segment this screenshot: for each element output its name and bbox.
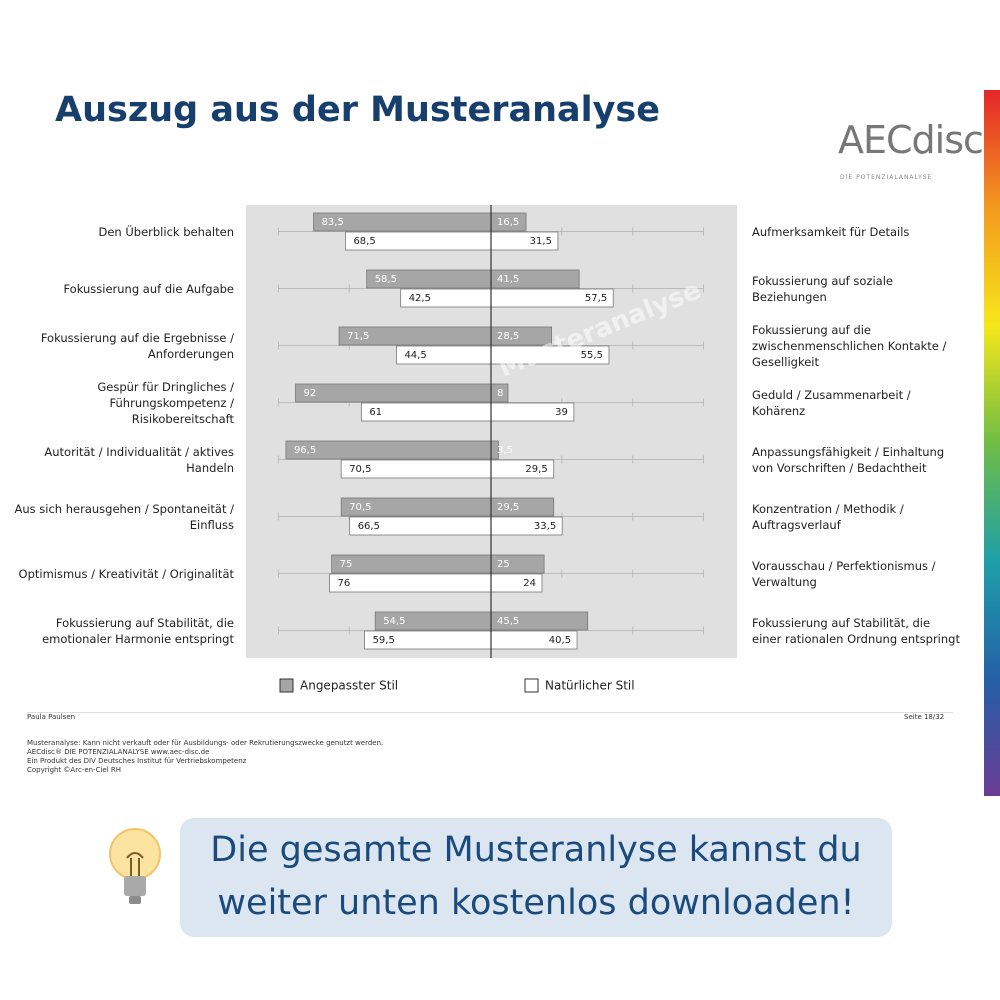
value-label: 42,5 xyxy=(409,293,431,304)
category-label-right: Fokussierung auf soziale Beziehungen xyxy=(752,273,893,304)
category-label: Autorität / Individualität / aktives Han… xyxy=(44,444,234,475)
category-label: Optimismus / Kreativität / Originalität xyxy=(18,566,234,581)
bar-left xyxy=(285,440,492,460)
bar-left xyxy=(331,554,492,574)
value-label: 8 xyxy=(497,388,503,399)
category-label: Fokussierung auf die Aufgabe xyxy=(63,281,234,296)
footer-note: Musteranalyse: Kann nicht verkauft oder … xyxy=(27,739,384,747)
category-label-right: Geduld / Zusammenarbeit / Kohärenz xyxy=(752,387,911,418)
category-label: Fokussierung auf die Ergebnisse / Anford… xyxy=(40,330,234,361)
value-label: 16,5 xyxy=(497,217,519,228)
footer-page: Seite 18/32 xyxy=(904,713,945,721)
callout-text: Die gesamte Musteranlyse kannst du weite… xyxy=(210,830,862,923)
lightbulb-icon xyxy=(109,828,161,904)
category-label-right: Fokussierung auf die zwischenmenschliche… xyxy=(752,322,947,369)
legend-swatch xyxy=(279,678,294,693)
logo: AECdisc xyxy=(838,118,984,162)
value-label: 40,5 xyxy=(549,635,571,646)
value-label: 33,5 xyxy=(534,521,556,532)
value-label: 70,5 xyxy=(349,502,371,513)
footer-notes: Musteranalyse: Kann nicht verkauft oder … xyxy=(27,739,383,775)
footer-note: Ein Produkt des DIV Deutsches Institut f… xyxy=(27,757,247,765)
value-label: 29,5 xyxy=(525,464,547,475)
value-label: 39 xyxy=(555,407,568,418)
value-label: 92 xyxy=(304,388,317,399)
value-label: 58,5 xyxy=(375,274,397,285)
legend-label: Angepasster Stil xyxy=(300,679,398,693)
value-label: 71,5 xyxy=(347,331,369,342)
value-label: 61 xyxy=(369,407,382,418)
value-label: 83,5 xyxy=(322,217,344,228)
category-label: Fokussierung auf Stabilität, die emotion… xyxy=(42,615,234,646)
category-label: Aus sich herausgehen / Spontaneität / Ei… xyxy=(14,501,234,532)
value-label: 66,5 xyxy=(358,521,380,532)
category-label-right: Konzentration / Methodik / Auftragsverla… xyxy=(752,501,904,532)
logo-tagline: DIE POTENZIALANALYSE xyxy=(840,174,933,181)
footer-note: Copyright ©Arc-en-Ciel RH xyxy=(27,766,122,774)
footer-note: AECdisc® DIE POTENZIALANALYSE www.aec-di… xyxy=(27,748,210,756)
value-label: 3,5 xyxy=(497,445,513,456)
value-label: 41,5 xyxy=(497,274,519,285)
value-label: 28,5 xyxy=(497,331,519,342)
value-label: 24 xyxy=(523,578,536,589)
legend-swatch xyxy=(524,678,539,693)
value-label: 70,5 xyxy=(349,464,371,475)
value-label: 31,5 xyxy=(530,236,552,247)
value-label: 54,5 xyxy=(383,616,405,627)
footer-name: Paula Paulsen xyxy=(27,713,76,721)
callout-box xyxy=(180,818,892,937)
category-label-right: Anpassungsfähigkeit / Einhaltung von Vor… xyxy=(752,444,945,475)
value-label: 68,5 xyxy=(353,236,375,247)
value-label: 96,5 xyxy=(294,445,316,456)
value-label: 76 xyxy=(338,578,351,589)
category-label: Den Überblick behalten xyxy=(98,224,234,239)
category-label: Gespür für Dringliches / Führungskompete… xyxy=(97,379,234,426)
title: Auszug aus der Musteranalyse xyxy=(55,90,660,130)
bar-left xyxy=(329,573,492,593)
divider xyxy=(27,712,953,713)
chart: 83,5 16,568,5 31,558,5 41,542,5 57,571,5 28,5… xyxy=(246,205,737,693)
value-label: 44,5 xyxy=(404,350,426,361)
value-label: 29,5 xyxy=(497,502,519,513)
category-label-right: Aufmerksamkeit für Details xyxy=(752,224,910,239)
category-label-right: Fokussierung auf Stabilität, die einer r… xyxy=(752,615,960,646)
category-label-right: Vorausschau / Perfektionismus / Verwaltu… xyxy=(752,558,936,589)
value-label: 59,5 xyxy=(373,635,395,646)
rainbow-bar xyxy=(984,90,1000,796)
value-label: 75 xyxy=(340,559,353,570)
legend-label: Natürlicher Stil xyxy=(545,679,635,693)
bar-left xyxy=(295,383,492,403)
value-label: 55,5 xyxy=(581,350,603,361)
value-label: 45,5 xyxy=(497,616,519,627)
value-label: 57,5 xyxy=(585,293,607,304)
value-label: 25 xyxy=(497,559,510,570)
